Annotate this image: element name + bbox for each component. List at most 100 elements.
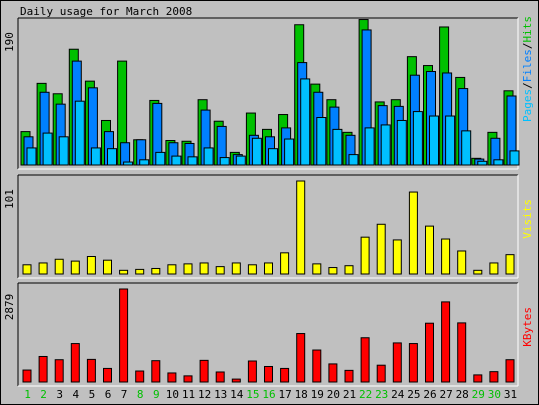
day-label-24: 24 [391, 388, 405, 401]
day-label-25: 25 [407, 388, 420, 401]
bar-visits-day-10-fill [167, 264, 177, 275]
bar-pages-day-10-fill [171, 155, 182, 166]
bar-pages-day-29-fill [477, 160, 488, 166]
bar-kbytes-day-27-fill [441, 301, 451, 383]
bar-pages-day-16 [268, 148, 278, 166]
bar-pages-day-9-fill [155, 151, 166, 166]
bar-pages-day-8 [139, 159, 150, 166]
bar-kbytes-day-13-fill [215, 371, 225, 383]
bar-pages-day-19 [316, 117, 327, 166]
bar-visits-day-21 [344, 265, 354, 275]
bar-visits-day-2-fill [38, 262, 48, 275]
bar-kbytes-day-7-fill [119, 288, 129, 383]
bar-pages-day-20 [332, 128, 343, 166]
bar-visits-day-20 [328, 267, 338, 275]
bar-kbytes-day-4 [70, 343, 80, 383]
day-label-28: 28 [456, 388, 469, 401]
bar-kbytes-day-3-fill [54, 359, 64, 383]
bar-pages-day-14-fill [235, 155, 246, 166]
bar-pages-day-2-fill [42, 132, 53, 166]
bar-kbytes-day-10 [167, 372, 177, 383]
bar-pages-day-7-fill [123, 161, 134, 166]
bar-kbytes-day-20 [328, 363, 338, 383]
bar-visits-day-26-fill [425, 225, 434, 275]
bar-visits-day-6 [103, 259, 112, 275]
bar-pages-day-6 [107, 148, 117, 166]
bar-kbytes-day-3 [54, 359, 64, 383]
bar-visits-day-5-fill [86, 256, 96, 275]
bar-pages-day-5-fill [90, 147, 101, 166]
bar-visits-day-3 [54, 258, 64, 275]
day-label-7: 7 [121, 388, 128, 401]
bar-pages-day-12 [203, 147, 214, 166]
bar-pages-day-23-fill [380, 124, 391, 166]
bar-pages-day-16-fill [268, 148, 278, 166]
bar-kbytes-day-30-fill [489, 371, 499, 383]
bar-kbytes-day-12-fill [199, 359, 209, 383]
bar-pages-day-27-fill [445, 115, 456, 166]
bar-kbytes-day-25 [408, 343, 418, 383]
bar-pages-day-13-fill [219, 157, 230, 166]
bar-visits-day-21-fill [344, 265, 354, 275]
bar-kbytes-day-9 [151, 360, 161, 383]
bar-visits-day-31 [505, 254, 515, 275]
bar-visits-day-6-fill [103, 259, 112, 275]
bar-pages-day-12-fill [203, 147, 214, 166]
bar-visits-day-23-fill [376, 223, 386, 275]
bar-pages-day-15-fill [251, 137, 262, 166]
day-label-8: 8 [137, 388, 144, 401]
bar-kbytes-day-28-fill [457, 322, 467, 383]
bar-pages-day-29 [477, 160, 488, 166]
legend-hits: Hits [521, 16, 534, 43]
day-label-21: 21 [343, 388, 356, 401]
bar-kbytes-day-17-fill [280, 367, 290, 383]
bar-visits-day-19 [312, 263, 322, 275]
bar-visits-day-13 [215, 266, 225, 275]
bar-visits-day-7 [119, 269, 129, 275]
bar-kbytes-day-31 [505, 359, 515, 383]
day-label-27: 27 [439, 388, 452, 401]
bar-pages-day-17-fill [284, 138, 295, 166]
day-label-15: 15 [246, 388, 259, 401]
bar-pages-day-5 [90, 147, 101, 166]
bar-pages-day-22 [364, 127, 375, 166]
bar-pages-day-15 [251, 137, 262, 166]
bar-kbytes-day-16 [264, 365, 273, 383]
bar-pages-day-25 [412, 111, 423, 166]
bar-kbytes-day-14 [231, 378, 241, 383]
bar-visits-day-11 [183, 263, 193, 275]
legend-separator: / [521, 82, 534, 89]
bar-kbytes-day-6 [103, 367, 112, 383]
bar-kbytes-day-21 [344, 369, 354, 383]
bar-visits-day-24 [392, 239, 402, 275]
bar-visits-day-30 [489, 262, 499, 275]
bar-visits-day-23 [376, 223, 386, 275]
day-label-9: 9 [153, 388, 160, 401]
day-label-1: 1 [24, 388, 31, 401]
bar-pages-day-28-fill [461, 130, 472, 166]
day-label-26: 26 [423, 388, 436, 401]
bar-kbytes-day-26-fill [425, 322, 434, 383]
bar-visits-day-12-fill [199, 262, 209, 275]
bar-visits-day-11-fill [183, 263, 193, 275]
bar-pages-day-10 [171, 155, 182, 166]
bar-visits-day-22 [360, 236, 370, 275]
bar-pages-day-21-fill [348, 154, 359, 166]
bar-pages-day-31 [509, 150, 520, 166]
bar-kbytes-day-15 [247, 360, 257, 383]
bar-pages-day-22-fill [364, 127, 375, 166]
bar-visits-day-16-fill [264, 262, 273, 275]
bar-visits-day-15-fill [247, 264, 257, 275]
day-label-22: 22 [359, 388, 372, 401]
bar-pages-day-20-fill [332, 128, 343, 166]
bar-visits-day-8 [135, 268, 145, 275]
day-label-13: 13 [214, 388, 227, 401]
bar-pages-day-14 [235, 155, 246, 166]
visits-panel-ymax-label: 101 [3, 189, 16, 209]
bar-kbytes-day-1 [22, 369, 32, 383]
bar-visits-day-17-fill [280, 252, 290, 275]
bar-visits-day-4-fill [70, 260, 80, 275]
day-label-31: 31 [504, 388, 517, 401]
bar-visits-day-28 [457, 250, 467, 275]
